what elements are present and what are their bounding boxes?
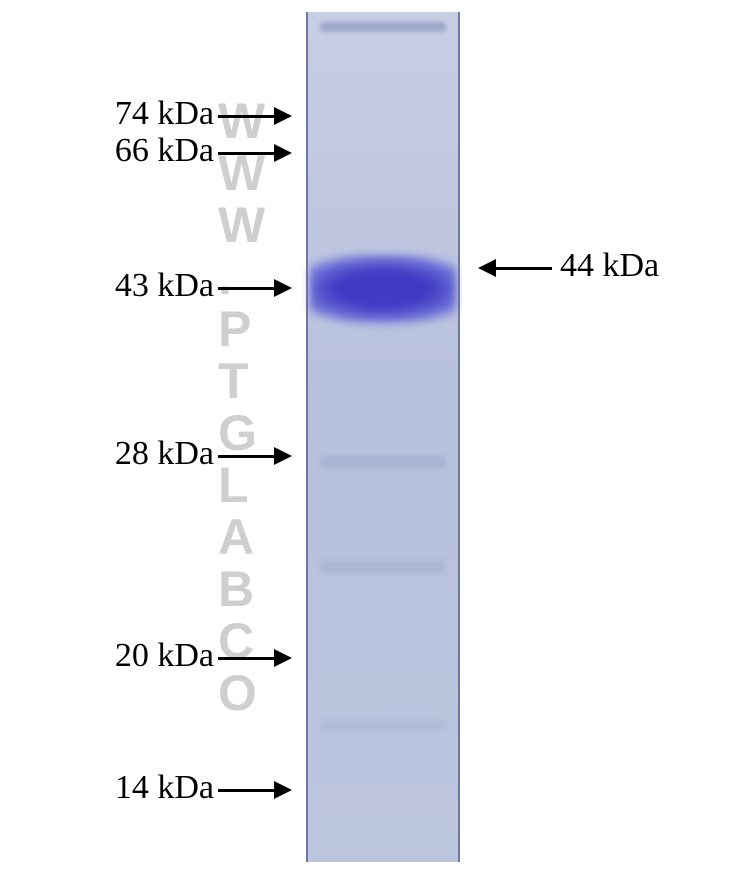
marker-arrow-shaft (218, 455, 274, 458)
marker-label: 74 kDa (115, 95, 214, 133)
result-arrow-shaft (496, 267, 552, 270)
result-label: 44 kDa (560, 247, 659, 285)
marker-arrow-shaft (218, 789, 274, 792)
marker-arrow-head (274, 279, 292, 297)
marker-arrow-head (274, 107, 292, 125)
faint-band (320, 22, 446, 32)
watermark-letter: B (218, 560, 254, 618)
result-arrow-head (478, 259, 496, 277)
watermark-letter: A (218, 508, 254, 566)
watermark-letter: W (218, 92, 265, 150)
faint-band (320, 720, 446, 730)
main-protein-band (310, 254, 456, 324)
marker-label: 14 kDa (115, 769, 214, 807)
watermark-letter: . (218, 248, 232, 306)
marker-label: 66 kDa (115, 132, 214, 170)
watermark-letter: C (218, 612, 254, 670)
watermark-letter: T (218, 352, 249, 410)
marker-arrow-head (274, 144, 292, 162)
watermark-letter: W (218, 196, 265, 254)
gel-lane (306, 12, 460, 862)
marker-label: 20 kDa (115, 637, 214, 675)
marker-arrow-head (274, 649, 292, 667)
watermark-letter: L (218, 456, 249, 514)
marker-arrow-head (274, 447, 292, 465)
marker-label: 28 kDa (115, 435, 214, 473)
faint-band (320, 455, 446, 469)
faint-band (320, 560, 446, 574)
gel-figure: WWW.PTGLABCO74 kDa66 kDa43 kDa28 kDa20 k… (0, 0, 740, 872)
marker-label: 43 kDa (115, 267, 214, 305)
watermark-letter: P (218, 300, 251, 358)
marker-arrow-shaft (218, 152, 274, 155)
marker-arrow-shaft (218, 657, 274, 660)
marker-arrow-shaft (218, 115, 274, 118)
marker-arrow-shaft (218, 287, 274, 290)
watermark-letter: O (218, 664, 257, 722)
watermark-letter: G (218, 404, 257, 462)
marker-arrow-head (274, 781, 292, 799)
